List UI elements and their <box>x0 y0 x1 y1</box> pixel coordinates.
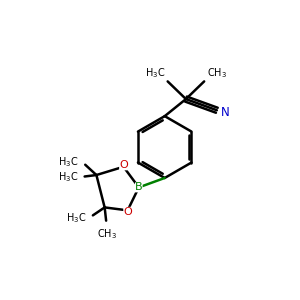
Text: H$_3$C: H$_3$C <box>66 211 86 225</box>
Text: B: B <box>135 182 142 192</box>
Text: H$_3$C: H$_3$C <box>58 170 79 184</box>
Text: H$_3$C: H$_3$C <box>145 66 165 80</box>
Text: CH$_3$: CH$_3$ <box>206 66 226 80</box>
Text: N: N <box>221 106 230 119</box>
Text: H$_3$C: H$_3$C <box>58 155 79 169</box>
Text: O: O <box>123 207 132 217</box>
Text: CH$_3$: CH$_3$ <box>97 227 117 241</box>
Text: O: O <box>119 160 128 170</box>
